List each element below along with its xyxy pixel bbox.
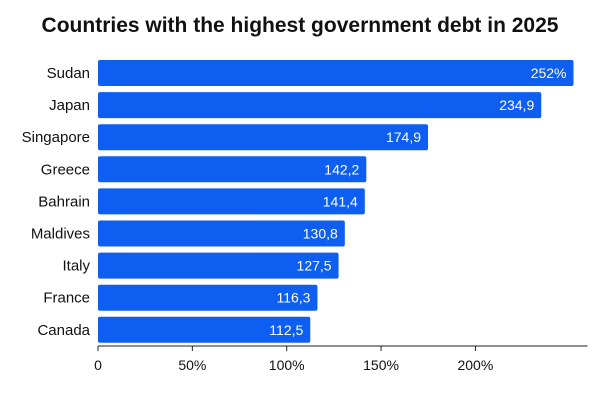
bar-canada xyxy=(98,316,311,343)
bar-france xyxy=(98,284,318,311)
data-label: 142,2 xyxy=(324,161,359,177)
bar-maldives xyxy=(98,220,345,247)
data-label: 127,5 xyxy=(297,258,332,274)
category-label: Greece xyxy=(41,161,90,178)
data-label: 130,8 xyxy=(303,226,338,242)
category-label: Japan xyxy=(49,97,90,114)
x-tick-label: 50% xyxy=(178,357,206,373)
data-label: 141,4 xyxy=(323,193,358,209)
category-label: Sudan xyxy=(47,65,90,82)
category-label: Italy xyxy=(62,258,90,275)
category-label: Singapore xyxy=(22,129,90,146)
bar-singapore xyxy=(98,124,429,151)
x-tick-label: 0 xyxy=(94,357,102,373)
bar-bahrain xyxy=(98,188,365,215)
category-label: Canada xyxy=(37,322,90,339)
bar-sudan xyxy=(98,60,574,86)
category-label: Maldives xyxy=(31,226,90,243)
x-tick-label: 100% xyxy=(269,357,305,373)
data-label: 252% xyxy=(531,65,567,81)
x-tick-label: 200% xyxy=(457,357,493,373)
bar-greece xyxy=(98,156,367,183)
data-label: 234,9 xyxy=(499,97,534,113)
bar-italy xyxy=(98,252,339,279)
data-label: 174,9 xyxy=(386,129,421,145)
bar-japan xyxy=(98,92,542,119)
data-label: 112,5 xyxy=(269,322,303,338)
category-label: Bahrain xyxy=(38,193,90,210)
chart-title: Countries with the highest government de… xyxy=(41,14,559,37)
category-label: France xyxy=(43,290,90,307)
x-tick-label: 150% xyxy=(363,357,399,373)
data-label: 116,3 xyxy=(276,290,310,306)
